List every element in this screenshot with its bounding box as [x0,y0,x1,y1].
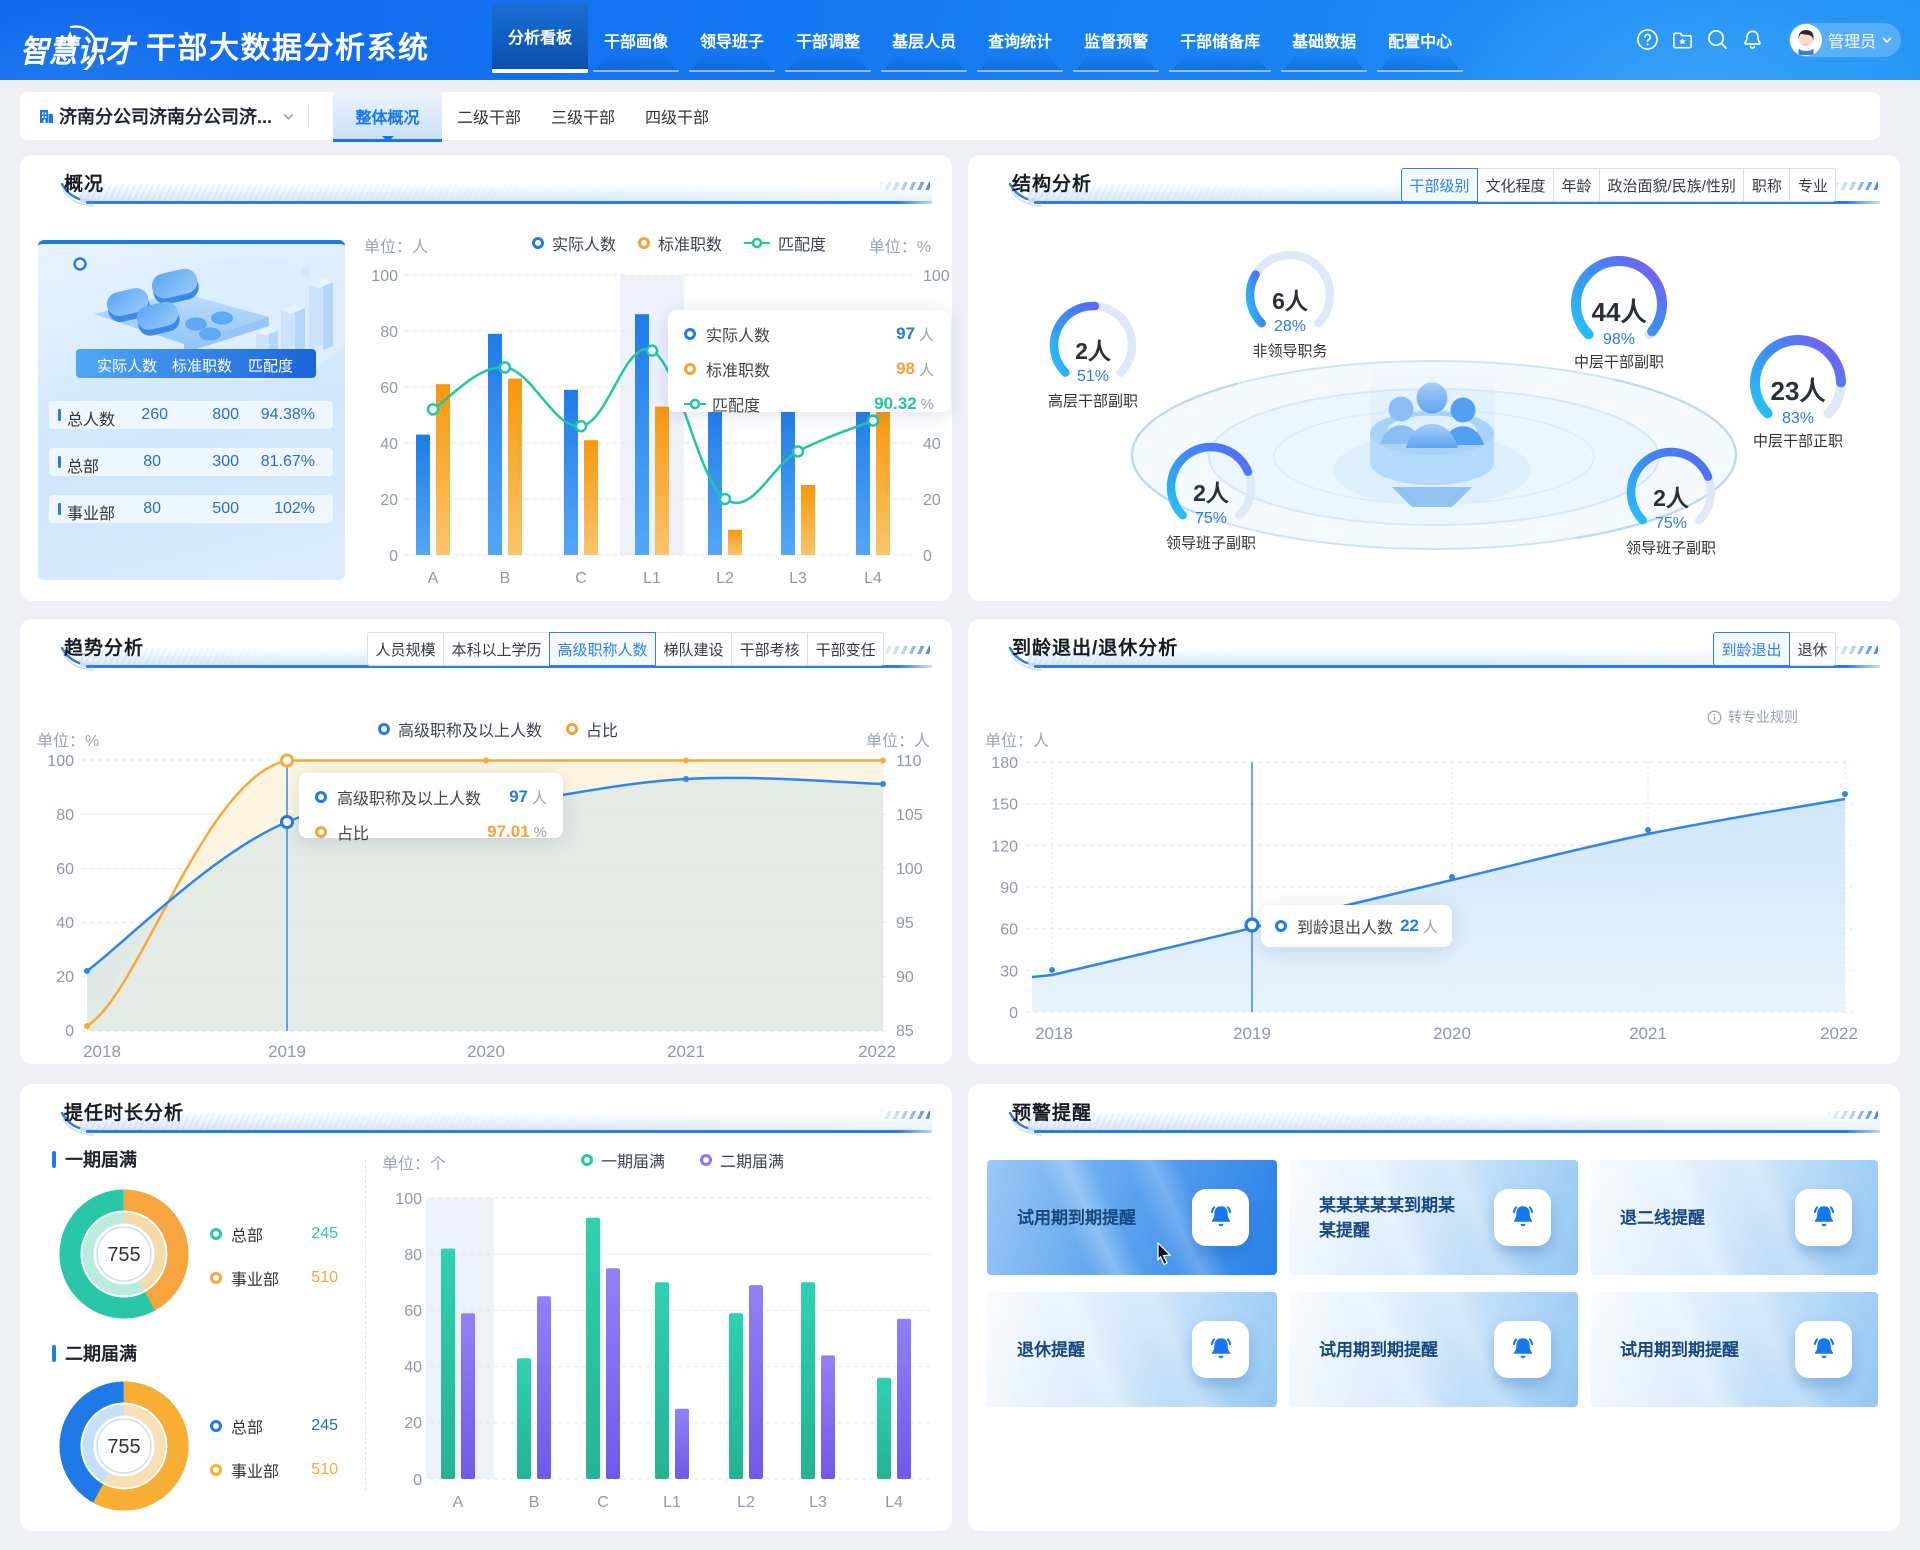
svg-text:110: 110 [896,753,922,770]
svg-text:L3: L3 [809,1494,827,1511]
svg-text:2021: 2021 [667,1042,705,1061]
svg-text:0: 0 [413,1472,422,1489]
svg-text:2020: 2020 [1433,1024,1471,1043]
svg-text:2019: 2019 [268,1042,306,1061]
svg-text:20: 20 [923,492,941,509]
svg-text:60: 60 [56,861,74,878]
svg-text:0: 0 [389,548,398,565]
svg-text:120: 120 [991,838,1018,855]
svg-text:100: 100 [395,1191,422,1208]
svg-text:2022: 2022 [1820,1024,1858,1043]
svg-text:100: 100 [896,861,923,878]
svg-text:A: A [428,570,439,587]
svg-text:180: 180 [991,755,1018,772]
svg-text:80: 80 [404,1247,422,1264]
svg-text:0: 0 [923,548,932,565]
svg-text:2021: 2021 [1629,1024,1667,1043]
svg-text:2019: 2019 [1233,1024,1271,1043]
svg-text:80: 80 [56,807,74,824]
svg-text:85: 85 [896,1023,914,1040]
svg-text:150: 150 [991,797,1018,814]
svg-text:L2: L2 [716,570,734,587]
svg-text:20: 20 [380,492,398,509]
svg-text:90: 90 [896,969,914,986]
svg-text:L3: L3 [789,570,807,587]
svg-text:L4: L4 [885,1494,903,1511]
svg-text:40: 40 [380,436,398,453]
svg-text:0: 0 [65,1023,74,1040]
svg-text:40: 40 [56,915,74,932]
svg-text:755: 755 [107,1436,140,1458]
svg-text:100: 100 [923,268,950,285]
svg-text:100: 100 [47,753,74,770]
svg-text:90: 90 [1000,880,1018,897]
svg-text:2018: 2018 [1035,1024,1073,1043]
svg-text:L1: L1 [643,570,661,587]
svg-text:A: A [453,1494,464,1511]
svg-text:95: 95 [896,915,914,932]
svg-text:C: C [597,1494,609,1511]
svg-text:60: 60 [1000,922,1018,939]
svg-text:20: 20 [404,1415,422,1432]
svg-text:20: 20 [56,969,74,986]
svg-text:B: B [500,570,511,587]
svg-text:L2: L2 [737,1494,755,1511]
svg-text:C: C [575,570,587,587]
svg-text:30: 30 [1000,963,1018,980]
svg-text:L4: L4 [864,570,882,587]
svg-text:2020: 2020 [467,1042,505,1061]
svg-text:2018: 2018 [83,1042,121,1061]
svg-text:B: B [529,1494,540,1511]
svg-text:755: 755 [107,1244,140,1266]
svg-text:L1: L1 [663,1494,681,1511]
svg-text:105: 105 [896,807,923,824]
svg-text:2022: 2022 [858,1042,896,1061]
svg-text:80: 80 [380,324,398,341]
svg-text:0: 0 [1009,1005,1018,1022]
svg-text:60: 60 [380,380,398,397]
svg-text:100: 100 [371,268,398,285]
svg-text:40: 40 [923,436,941,453]
svg-text:60: 60 [404,1303,422,1320]
svg-text:40: 40 [404,1359,422,1376]
